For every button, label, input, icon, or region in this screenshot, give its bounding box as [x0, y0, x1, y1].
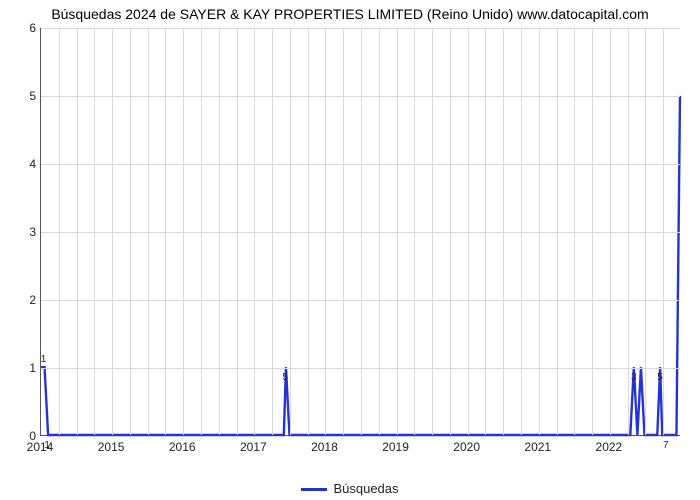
y-tick-label: 6: [0, 21, 36, 35]
y-tick-label: 5: [0, 89, 36, 103]
x-tick-label: 2015: [98, 440, 125, 454]
gridline-v-minor: [237, 28, 238, 435]
gridline-v-minor: [165, 28, 166, 435]
plot-area: [40, 28, 680, 436]
gridline-v-minor: [574, 28, 575, 435]
x-tick-label: 2020: [453, 440, 480, 454]
gridline-v: [183, 28, 184, 435]
gridline-v-minor: [432, 28, 433, 435]
gridline-v-minor: [503, 28, 504, 435]
gridline-v-minor: [94, 28, 95, 435]
y-tick-label: 1: [0, 361, 36, 375]
gridline-v-minor: [343, 28, 344, 435]
data-point-label: 7: [663, 440, 669, 451]
data-point-label: 1: [41, 354, 47, 365]
gridline-v-minor: [272, 28, 273, 435]
y-tick-label: 3: [0, 225, 36, 239]
x-tick-label: 2021: [524, 440, 551, 454]
gridline-v-minor: [628, 28, 629, 435]
data-point-label: 5: [657, 372, 663, 383]
data-point-label: 1: [44, 440, 50, 451]
legend-label: Búsquedas: [333, 481, 398, 496]
gridline-v: [468, 28, 469, 435]
gridline-v: [112, 28, 113, 435]
chart-container: Búsquedas 2024 de SAYER & KAY PROPERTIES…: [0, 0, 700, 500]
gridline-v: [254, 28, 255, 435]
legend: Búsquedas: [0, 481, 700, 496]
x-tick-label: 2019: [382, 440, 409, 454]
gridline-v-minor: [290, 28, 291, 435]
data-point-label: 3: [631, 372, 637, 383]
gridline-v-minor: [414, 28, 415, 435]
x-tick-label: 2016: [169, 440, 196, 454]
chart-title: Búsquedas 2024 de SAYER & KAY PROPERTIES…: [0, 6, 700, 22]
gridline-v-minor: [219, 28, 220, 435]
gridline-v: [325, 28, 326, 435]
data-point-label: 5: [283, 372, 289, 383]
gridline-v: [610, 28, 611, 435]
gridline-v-minor: [361, 28, 362, 435]
gridline-v-minor: [521, 28, 522, 435]
gridline-v-minor: [450, 28, 451, 435]
y-tick-label: 2: [0, 293, 36, 307]
x-tick-label: 2022: [596, 440, 623, 454]
gridline-v-minor: [485, 28, 486, 435]
y-tick-label: 4: [0, 157, 36, 171]
gridline-v: [539, 28, 540, 435]
gridline-v-minor: [59, 28, 60, 435]
gridline-v-minor: [308, 28, 309, 435]
gridline-v-minor: [379, 28, 380, 435]
gridline-v-minor: [148, 28, 149, 435]
gridline-v-minor: [645, 28, 646, 435]
legend-swatch: [301, 488, 327, 491]
gridline-v-minor: [130, 28, 131, 435]
gridline-v-minor: [592, 28, 593, 435]
x-tick-label: 2018: [311, 440, 338, 454]
gridline-v: [397, 28, 398, 435]
gridline-v-minor: [663, 28, 664, 435]
gridline-v-minor: [557, 28, 558, 435]
gridline-v-minor: [77, 28, 78, 435]
gridline-v-minor: [201, 28, 202, 435]
x-tick-label: 2017: [240, 440, 267, 454]
